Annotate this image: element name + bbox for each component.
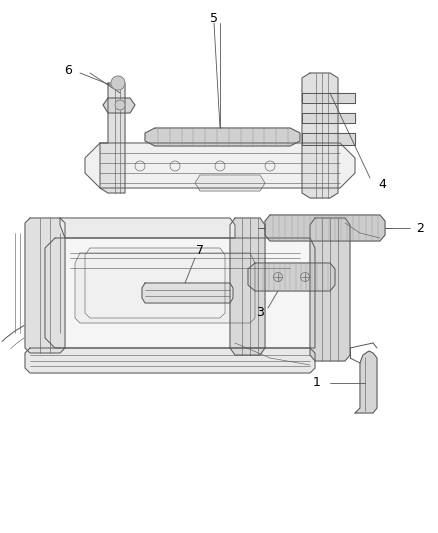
Text: 7: 7 (196, 244, 204, 256)
Polygon shape (355, 351, 377, 413)
Polygon shape (302, 133, 355, 145)
Circle shape (111, 76, 125, 90)
Polygon shape (302, 73, 338, 198)
Polygon shape (75, 253, 255, 323)
Polygon shape (100, 83, 125, 193)
Polygon shape (25, 348, 315, 373)
Polygon shape (25, 218, 65, 353)
Polygon shape (142, 283, 233, 303)
Polygon shape (85, 143, 355, 188)
Text: 2: 2 (416, 222, 424, 235)
Polygon shape (85, 248, 225, 318)
Polygon shape (302, 113, 355, 123)
Polygon shape (45, 238, 315, 348)
Polygon shape (145, 128, 300, 146)
Polygon shape (103, 98, 135, 113)
Polygon shape (265, 215, 385, 241)
Circle shape (115, 100, 125, 110)
Polygon shape (230, 218, 265, 355)
Text: 4: 4 (378, 179, 386, 191)
Polygon shape (195, 175, 265, 191)
Polygon shape (310, 218, 350, 361)
Text: 6: 6 (64, 63, 72, 77)
Polygon shape (248, 263, 335, 291)
Text: 3: 3 (256, 306, 264, 319)
Polygon shape (302, 93, 355, 103)
Text: 1: 1 (313, 376, 321, 390)
Text: 5: 5 (210, 12, 218, 25)
Polygon shape (60, 218, 235, 238)
